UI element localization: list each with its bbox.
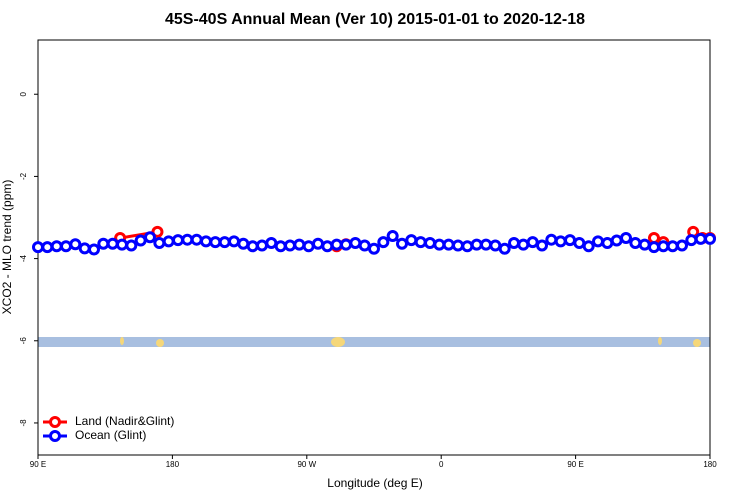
data-point <box>554 235 567 248</box>
data-point <box>405 234 418 247</box>
data-point <box>657 240 670 253</box>
data-point <box>480 238 492 251</box>
data-point <box>69 238 82 251</box>
data-point <box>592 235 604 248</box>
x-axis-label: Longitude (deg E) <box>327 476 422 490</box>
data-point <box>284 239 296 252</box>
data-point <box>256 239 268 252</box>
y-tick-label: -4 <box>19 254 28 262</box>
data-point <box>312 237 324 250</box>
data-point <box>237 237 250 250</box>
data-point <box>461 240 474 253</box>
x-tick-label: 90 E <box>567 460 583 469</box>
data-point <box>610 234 623 247</box>
data-point <box>349 236 362 249</box>
x-tick-label: 90 E <box>30 460 46 469</box>
data-point <box>414 236 427 249</box>
data-point <box>638 238 651 251</box>
data-point <box>134 234 147 247</box>
data-point <box>377 236 390 249</box>
data-point <box>153 236 166 249</box>
y-tick-label: -6 <box>19 337 28 345</box>
legend-marker <box>49 430 61 442</box>
data-point <box>545 233 558 246</box>
data-point <box>106 237 119 250</box>
data-point <box>452 239 464 252</box>
data-point <box>116 238 128 251</box>
data-point <box>125 239 138 252</box>
data-point <box>330 238 343 251</box>
data-point <box>676 239 688 252</box>
y-axis-label: XCO2 - MLO trend (ppm) <box>0 180 14 315</box>
x-tick-label: 180 <box>703 460 717 469</box>
data-point <box>629 236 642 249</box>
data-point <box>396 237 408 250</box>
data-point <box>246 240 259 253</box>
data-point <box>433 238 446 251</box>
y-tick-label: -8 <box>19 419 28 427</box>
data-point <box>666 240 679 253</box>
data-point <box>60 240 72 253</box>
data-point <box>144 231 156 244</box>
data-point <box>358 239 371 252</box>
data-point <box>293 238 306 251</box>
chart-title: 45S-40S Annual Mean (Ver 10) 2015-01-01 … <box>165 11 585 28</box>
x-tick-label: 180 <box>166 460 180 469</box>
data-point <box>573 236 586 249</box>
data-point <box>517 238 530 251</box>
legend-marker <box>49 416 61 428</box>
data-point <box>536 239 548 252</box>
data-point <box>386 229 399 242</box>
data-point <box>424 236 436 249</box>
data-point <box>620 232 632 245</box>
data-point <box>190 233 203 246</box>
data-point <box>162 235 175 248</box>
data-point <box>601 236 614 249</box>
data-point <box>200 235 212 248</box>
data-point <box>526 236 539 249</box>
data-point <box>181 233 194 246</box>
data-point <box>321 240 334 253</box>
data-point <box>685 234 698 247</box>
legend-label: Ocean (Glint) <box>75 428 146 442</box>
data-point <box>442 238 455 251</box>
data-point <box>508 236 520 249</box>
land-mask-strip <box>38 337 710 347</box>
data-point <box>340 238 352 251</box>
data-point <box>582 240 595 253</box>
data-point <box>564 234 576 247</box>
data-point <box>88 243 100 256</box>
data-point <box>704 232 716 245</box>
data-point <box>209 236 222 249</box>
data-point <box>32 241 44 254</box>
data-point <box>50 240 63 253</box>
data-point <box>41 241 54 254</box>
data-point <box>470 238 483 251</box>
legend-label: Land (Nadir&Glint) <box>75 414 174 428</box>
data-point <box>368 242 380 255</box>
data-point <box>498 242 511 255</box>
data-point <box>78 242 91 255</box>
data-point <box>228 235 240 248</box>
data-point <box>274 240 287 253</box>
data-point <box>694 232 707 245</box>
x-tick-label: 0 <box>439 460 444 469</box>
data-point <box>302 240 315 253</box>
data-point <box>648 241 660 254</box>
y-tick-label: 0 <box>19 91 28 96</box>
data-point <box>151 225 164 238</box>
data-point <box>489 239 502 252</box>
y-tick-label: -2 <box>19 172 28 180</box>
data-point <box>172 234 184 247</box>
data-point <box>97 237 110 250</box>
data-point <box>265 236 278 249</box>
data-point <box>218 236 231 249</box>
x-tick-label: 90 W <box>297 460 316 469</box>
